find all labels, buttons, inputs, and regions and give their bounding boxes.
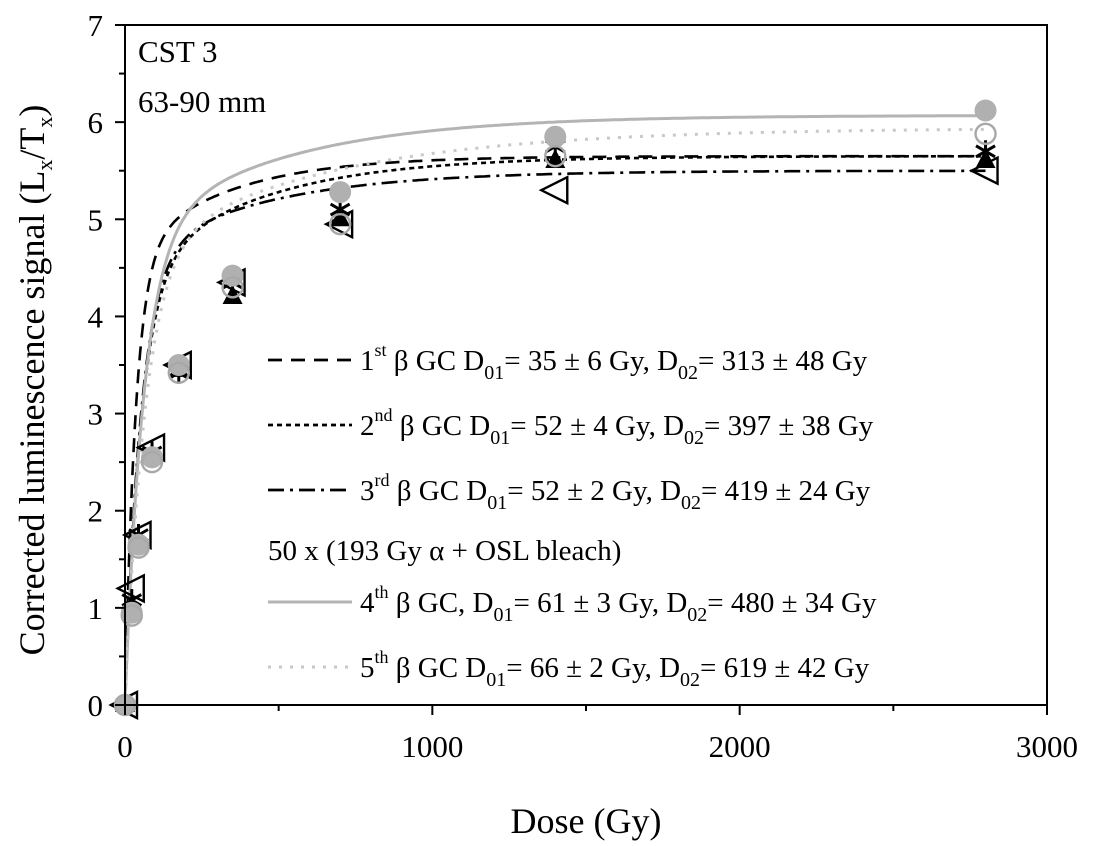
point-s5-5: [221, 276, 244, 299]
legend-intro: 50 x (193 Gy α + OSL bleach): [268, 535, 621, 567]
point-s5-6: [328, 212, 352, 236]
y-axis-label: Corrected luminescence signal (Lx/Tx): [12, 105, 57, 656]
point-s5-7: [544, 144, 567, 168]
y-tick-label: 4: [88, 299, 104, 334]
x-tick-label: 1000: [401, 729, 463, 764]
fit-curve-1: [123, 154, 986, 706]
point-s2-7: [545, 149, 566, 168]
y-tick-label: 7: [88, 8, 104, 43]
point-s4-3: [141, 446, 164, 469]
legend-label-2: 2nd β GC D01= 52 ± 4 Gy, D02= 397 ± 38 G…: [360, 405, 874, 449]
y-tick-label: 6: [88, 105, 104, 140]
point-s5-1: [120, 604, 143, 627]
legend-label-3: 3rd β GC D01= 52 ± 2 Gy, D02= 419 ± 24 G…: [360, 470, 871, 514]
y-tick-label: 2: [88, 494, 104, 529]
legend: 50 x (193 Gy α + OSL bleach) 1st β GC D0…: [268, 340, 877, 691]
x-tick-label: 2000: [709, 729, 771, 764]
panel-sublabel: 63-90 mm: [138, 84, 266, 119]
point-s3-6: [323, 209, 354, 240]
x-tick-label: 3000: [1016, 729, 1078, 764]
y-axis: 0 1 2 3 4 5 6 7: [88, 8, 125, 723]
fit-curve-5: [123, 127, 986, 706]
y-tick-label: 3: [88, 397, 104, 432]
data-markers: [108, 99, 999, 720]
point-s4-4: [167, 354, 190, 376]
x-axis-label: Dose (Gy): [511, 801, 662, 841]
point-s4-7: [544, 125, 567, 148]
y-tick-label: 1: [88, 591, 104, 626]
point-s3-1: [115, 573, 145, 604]
point-s5-2: [127, 536, 150, 559]
point-s2-5: [222, 285, 243, 304]
point-s2-8: [975, 149, 996, 168]
point-s5-8: [974, 122, 997, 146]
panel-label: CST 3: [138, 34, 218, 69]
legend-label-1: 1st β GC D01= 35 ± 6 Gy, D02= 313 ± 48 G…: [360, 340, 868, 384]
point-s5-4: [167, 361, 190, 384]
point-s4-6: [329, 181, 352, 204]
point-s4-8: [974, 99, 997, 122]
legend-label-4: 4th β GC, D01= 61 ± 3 Gy, D02= 480 ± 34 …: [360, 582, 877, 626]
point-s4-5: [221, 264, 244, 287]
point-s3-8: [968, 155, 999, 186]
y-tick-label: 5: [88, 202, 104, 237]
x-axis: 0 1000 2000 3000: [117, 705, 1078, 764]
fit-curve-4: [123, 114, 986, 706]
point-s5-3: [140, 450, 164, 474]
fit-curves: [123, 114, 986, 706]
point-s3-7: [538, 175, 569, 206]
fit-curve-3: [123, 169, 986, 706]
x-tick-label: 0: [117, 729, 133, 764]
y-tick-label: 0: [88, 688, 104, 723]
legend-label-5: 5th β GC D01= 66 ± 2 Gy, D02= 619 ± 42 G…: [360, 647, 870, 691]
